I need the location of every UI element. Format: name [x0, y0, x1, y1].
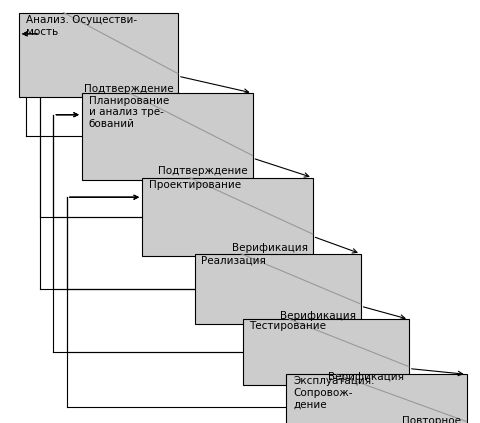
- Text: Повторное
подтверждение: Повторное подтверждение: [372, 416, 460, 423]
- Text: Верификация: Верификация: [327, 372, 403, 382]
- Text: Проектирование: Проектирование: [148, 180, 240, 190]
- Bar: [82, 93, 252, 180]
- Bar: [242, 319, 408, 385]
- Text: Подтверждение: Подтверждение: [157, 166, 247, 176]
- Text: Верификация: Верификация: [231, 243, 307, 253]
- Text: Анализ. Осуществи-
мость: Анализ. Осуществи- мость: [25, 15, 136, 37]
- Bar: [194, 254, 360, 324]
- Text: Эксплуатация.
Сопровож-
дение: Эксплуатация. Сопровож- дение: [293, 376, 374, 409]
- Text: Планирование
и анализ тре-
бований: Планирование и анализ тре- бований: [88, 96, 168, 129]
- Text: Реализация: Реализация: [201, 256, 266, 266]
- Bar: [286, 374, 466, 423]
- Text: Тестирование: Тестирование: [249, 321, 326, 331]
- Bar: [19, 13, 178, 97]
- Text: Верификация: Верификация: [279, 311, 355, 321]
- Text: Подтверждение: Подтверждение: [84, 84, 173, 94]
- Bar: [142, 178, 312, 256]
